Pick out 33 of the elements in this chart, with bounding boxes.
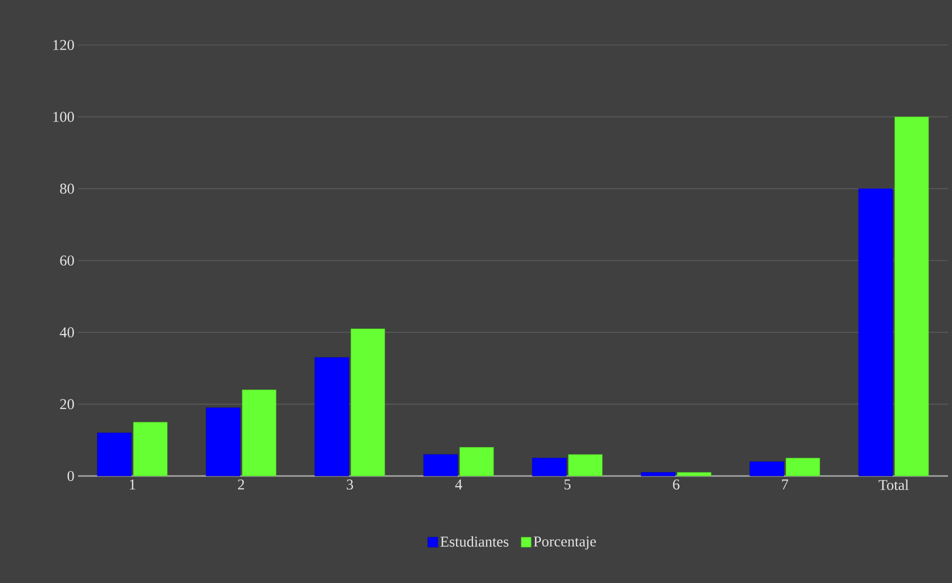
bar [676, 472, 712, 476]
bar [786, 458, 820, 476]
x-tick-label: 7 [782, 480, 788, 490]
bar [640, 472, 676, 476]
legend-label: Estudiantes [440, 536, 508, 547]
x-tick-label: 5 [564, 480, 571, 490]
y-tick-label: 0 [68, 470, 74, 482]
y-tick-label: 120 [53, 40, 74, 50]
x-tick-label: 3 [346, 480, 354, 490]
y-tick-label: 40 [60, 327, 74, 338]
bar [133, 422, 168, 476]
bar [532, 458, 567, 476]
y-tick-label: 20 [60, 399, 74, 410]
bar [314, 357, 350, 476]
bar [894, 116, 929, 476]
bar [97, 432, 132, 476]
bar [750, 461, 784, 476]
x-tick-label: 6 [673, 480, 680, 490]
x-tick-label: 2 [238, 480, 244, 490]
bar [350, 328, 386, 476]
x-tick-label: Total [878, 480, 909, 490]
bar [459, 447, 494, 476]
y-tick-label: 60 [60, 255, 74, 266]
x-tick-label: 4 [455, 480, 462, 490]
y-tick-label: 100 [53, 112, 74, 122]
y-tick-label: 80 [60, 184, 74, 194]
bar [423, 454, 458, 476]
bar [858, 188, 893, 476]
bar [242, 390, 276, 476]
bar [568, 454, 603, 476]
bar [206, 408, 240, 476]
legend-label: Porcentaje [534, 536, 596, 550]
x-tick-label: 1 [130, 480, 136, 490]
